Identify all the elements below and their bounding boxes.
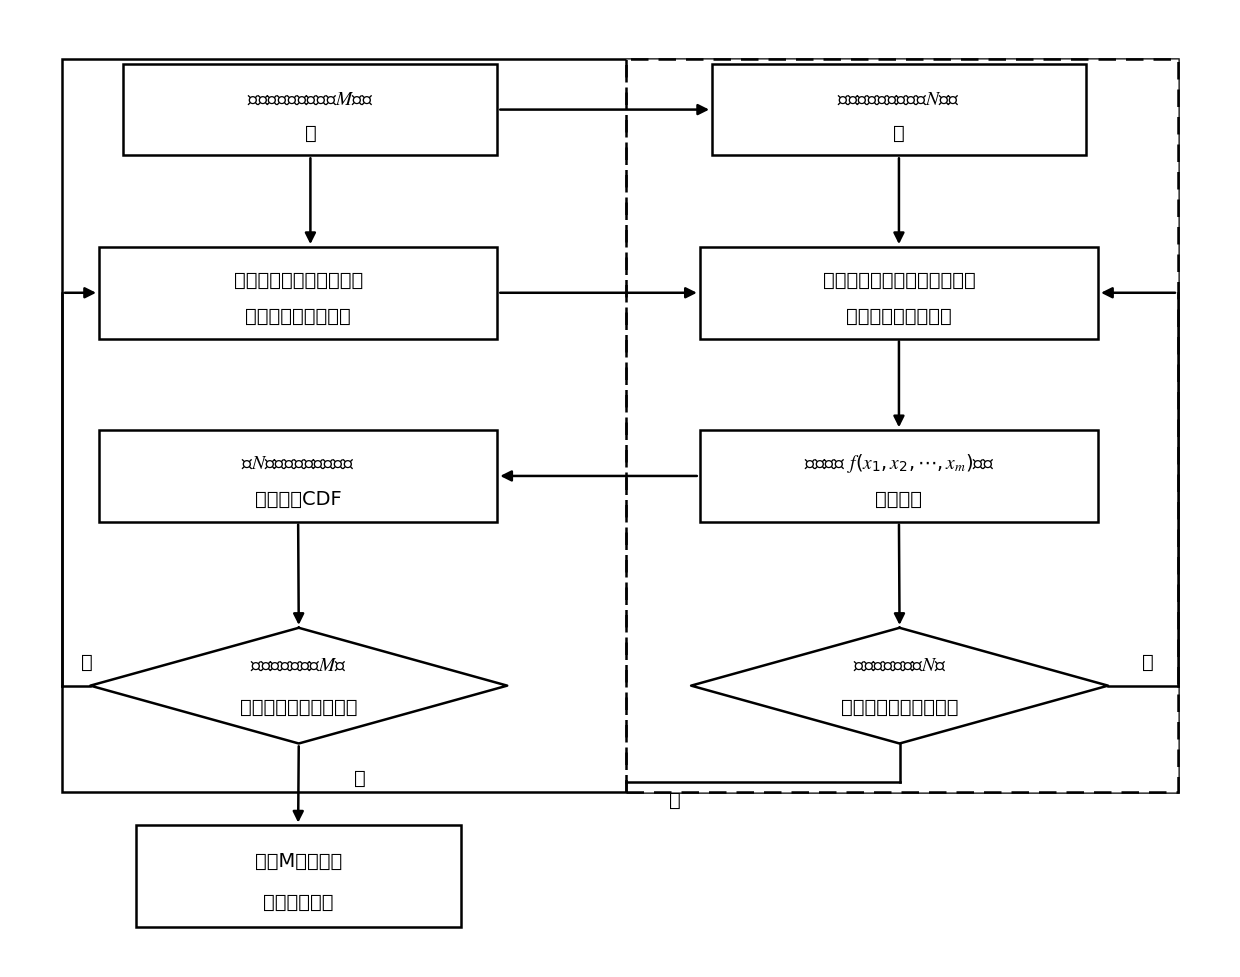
Text: 样本对模型进行了估计: 样本对模型进行了估计 [241,698,357,716]
Text: 从每一个认知不确定性的: 从每一个认知不确定性的 [233,271,363,289]
Text: 从每一个随机不确定性的分布: 从每一个随机不确定性的分布 [822,271,976,289]
Text: 否: 否 [1142,653,1153,671]
Bar [699,248,1099,339]
Text: 样本对模型进行了估计: 样本对模型进行了估计 [841,698,959,716]
Text: 应输出的样本: 应输出的样本 [263,892,334,911]
Bar [712,64,1086,156]
Text: 判断是否已经用$N$个: 判断是否已经用$N$个 [853,656,946,674]
Text: 样: 样 [305,124,316,143]
Text: 统响应量: 统响应量 [875,489,923,509]
Bar [124,64,497,156]
Text: 是: 是 [355,768,366,786]
Bar [699,431,1099,523]
Text: 判断是否已经用$M$个: 判断是否已经用$M$个 [250,656,347,674]
Text: 对认知不确定性进行$M$次抽: 对认知不确定性进行$M$次抽 [247,90,373,109]
Text: 样: 样 [893,124,905,143]
Text: 用$N$个系统响应量的样本: 用$N$个系统响应量的样本 [242,453,355,472]
Polygon shape [91,628,507,743]
Bar [62,60,1178,792]
Bar [135,826,460,927]
Text: 对随机不确定性进行$N$次抽: 对随机不确定性进行$N$次抽 [837,90,961,109]
Bar [626,60,1178,792]
Bar [99,248,497,339]
Bar [99,431,497,523]
Text: 否: 否 [81,653,93,671]
Text: 估计模型 $f(x_1,x_2,\cdots,x_m)$的系: 估计模型 $f(x_1,x_2,\cdots,x_m)$的系 [804,451,994,474]
Polygon shape [691,628,1109,743]
Text: 区间中选择一个样本: 区间中选择一个样本 [246,307,351,326]
Text: 构造一个CDF: 构造一个CDF [254,489,341,509]
Text: 中选择一个随机样本: 中选择一个随机样本 [846,307,952,326]
Text: 获得M组模型响: 获得M组模型响 [254,852,342,871]
Text: 是: 是 [670,790,681,809]
